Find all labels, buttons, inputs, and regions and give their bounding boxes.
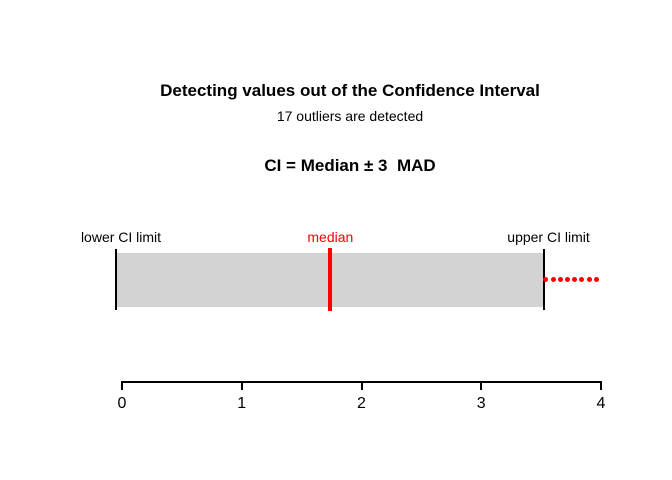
x-axis-tick bbox=[600, 381, 602, 390]
median-label: median bbox=[307, 229, 354, 245]
x-axis-tick bbox=[480, 381, 483, 390]
upper-ci-label: upper CI limit bbox=[507, 229, 590, 245]
outlier-count-text: 17 outliers are detected bbox=[276, 108, 424, 124]
chart-title: Detecting values out of the Confidence I… bbox=[28, 28, 672, 228]
x-axis-tick-label: 1 bbox=[237, 395, 247, 412]
outlier-point bbox=[572, 276, 578, 282]
outlier-point bbox=[564, 276, 570, 282]
x-axis-tick bbox=[240, 381, 243, 390]
outlier-point bbox=[557, 276, 563, 282]
chart-title-line2: CI = Median ± 3 MAD bbox=[264, 156, 436, 175]
outlier-point bbox=[550, 276, 556, 282]
outlier-point bbox=[543, 276, 549, 282]
median-line bbox=[328, 248, 333, 311]
lower-ci-label: lower CI limit bbox=[80, 229, 162, 245]
x-axis-tick-label: 3 bbox=[476, 395, 486, 412]
outlier-point bbox=[579, 276, 585, 282]
x-axis-tick-label: 0 bbox=[117, 395, 127, 412]
chart-title-line1: Detecting values out of the Confidence I… bbox=[160, 81, 540, 100]
x-axis-tick-label: 2 bbox=[357, 395, 366, 412]
lower-ci-line bbox=[115, 249, 117, 310]
x-axis-tick bbox=[360, 381, 363, 390]
outlier-point bbox=[593, 276, 599, 282]
x-axis-tick bbox=[121, 381, 123, 390]
outlier-point bbox=[586, 276, 592, 282]
x-axis-tick-label: 4 bbox=[596, 395, 606, 412]
